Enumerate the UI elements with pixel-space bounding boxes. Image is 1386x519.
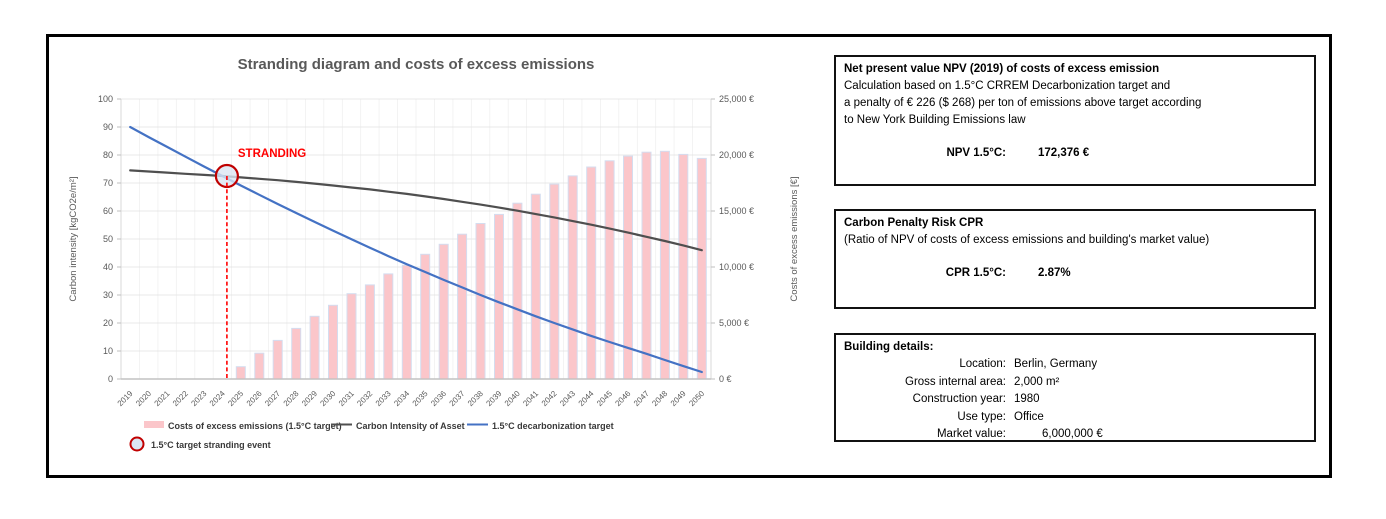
building-detail-value: Berlin, Germany: [1014, 358, 1098, 370]
cpr-result-value: 2.87%: [1038, 267, 1071, 279]
svg-text:50: 50: [103, 234, 113, 244]
stranding-annotation: STRANDING: [214, 148, 306, 379]
svg-text:10,000 €: 10,000 €: [719, 262, 754, 272]
building-detail-row: Market value: 6,000,000 €: [844, 426, 1306, 444]
stranding-chart: STRANDING 0 10 20 30 40 50 60 70 80 90 100 0 € 5,000 …: [51, 39, 833, 473]
building-detail-label: Gross internal area:: [905, 375, 1006, 388]
building-detail-value: 1980: [1014, 393, 1040, 405]
building-detail-value: 2,000 m²: [1014, 375, 1060, 388]
building-detail-row: Location: Berlin, Germany: [844, 356, 1306, 374]
building-details-panel: Building details: Location: Berlin, Germa…: [834, 333, 1316, 442]
cpr-panel-line: (Ratio of NPV of costs of excess emissio…: [844, 234, 1210, 246]
left-axis-tick-labels: 0 10 20 30 40 50 60 70 80 90 100: [98, 94, 113, 384]
svg-text:90: 90: [103, 122, 113, 132]
stranding-chart-svg: STRANDING 0 10 20 30 40 50 60 70 80 90 100 0 € 5,000 …: [51, 39, 833, 473]
svg-text:40: 40: [103, 262, 113, 272]
svg-text:60: 60: [103, 206, 113, 216]
building-detail-label: Market value:: [936, 428, 1006, 440]
npv-result-row: NPV 1.5°C: 172,376 €: [844, 145, 1306, 162]
cpr-panel-title: Carbon Penalty Risk CPR: [844, 217, 984, 229]
axes: [117, 98, 715, 380]
svg-text:Costs of excess emissions (1.5: Costs of excess emissions (1.5°C target): [168, 421, 342, 431]
cpr-panel: Carbon Penalty Risk CPR (Ratio of NPV of…: [834, 209, 1316, 309]
cpr-result-label: CPR 1.5°C:: [945, 267, 1006, 279]
right-axis-title: Costs of excess emissions [€]: [789, 176, 800, 301]
svg-text:25,000 €: 25,000 €: [719, 94, 754, 104]
svg-text:0 €: 0 €: [719, 374, 732, 384]
svg-text:5,000 €: 5,000 €: [719, 318, 749, 328]
chart-title: Stranding diagram and costs of excess em…: [238, 56, 595, 73]
npv-panel-line: a penalty of € 226 ($ 268) per ton of em…: [844, 97, 1202, 109]
stranding-label: STRANDING: [238, 148, 306, 160]
building-detail-row: Construction year: 1980: [844, 391, 1306, 409]
legend-swatch-stranding-circle: [129, 436, 145, 452]
outer-frame: STRANDING 0 10 20 30 40 50 60 70 80 90 100 0 € 5,000 …: [46, 34, 1332, 478]
building-detail-value: Office: [1014, 410, 1044, 423]
left-axis-title: Carbon intensity [kgCO2e/m²]: [68, 176, 79, 301]
building-detail-row: Gross internal area: 2,000 m²: [844, 374, 1306, 392]
cpr-result-row: CPR 1.5°C: 2.87%: [844, 265, 1306, 282]
building-detail-value: 6,000,000 €: [1042, 428, 1103, 440]
building-detail-label: Location:: [959, 358, 1006, 370]
svg-text:10: 10: [103, 346, 113, 356]
npv-panel-title: Net present value NPV (2019) of costs of…: [844, 63, 1160, 75]
svg-text:Carbon Intensity of Asset: Carbon Intensity of Asset: [356, 421, 465, 431]
svg-text:1.5°C decarbonization target: 1.5°C decarbonization target: [492, 421, 614, 431]
building-detail-row: Use type: Office: [844, 409, 1306, 427]
npv-panel-line: Calculation based on 1.5°C CRREM Decarbo…: [844, 80, 1171, 92]
svg-text:1.5°C target stranding event: 1.5°C target stranding event: [151, 440, 271, 450]
npv-panel-line: to New York Building Emissions law: [844, 114, 1026, 126]
building-detail-label: Use type:: [957, 410, 1006, 423]
svg-text:20: 20: [103, 318, 113, 328]
building-detail-label: Construction year:: [912, 393, 1006, 405]
legend-swatch-bar: [144, 421, 164, 428]
svg-text:20,000 €: 20,000 €: [719, 150, 754, 160]
npv-result-label: NPV 1.5°C:: [946, 147, 1006, 159]
svg-text:30: 30: [103, 290, 113, 300]
svg-text:80: 80: [103, 150, 113, 160]
building-details-rows: Location: Berlin, Germany Gross internal a…: [844, 356, 1306, 444]
svg-text:15,000 €: 15,000 €: [719, 206, 754, 216]
npv-result-value: 172,376 €: [1038, 147, 1090, 159]
building-details-title: Building details:: [844, 341, 934, 353]
right-axis-tick-labels: 0 € 5,000 € 10,000 € 15,000 € 20,000 € 25,000…: [719, 94, 754, 384]
npv-panel: Net present value NPV (2019) of costs of…: [834, 55, 1316, 186]
svg-text:100: 100: [98, 94, 113, 104]
chart-legend: Costs of excess emissions (1.5°C target)…: [129, 421, 614, 452]
svg-text:0: 0: [108, 374, 113, 384]
svg-text:70: 70: [103, 178, 113, 188]
